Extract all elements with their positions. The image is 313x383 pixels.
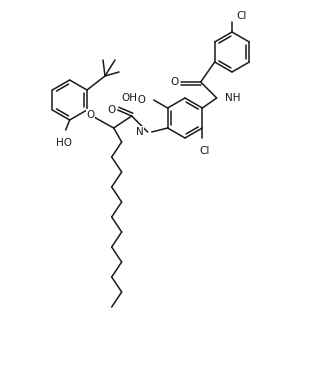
Text: HO: HO [130, 95, 146, 105]
Text: O: O [87, 110, 95, 120]
Text: NH: NH [225, 93, 240, 103]
Text: O: O [108, 105, 116, 115]
Text: N: N [136, 127, 144, 137]
Text: Cl: Cl [236, 11, 246, 21]
Text: OH: OH [122, 93, 138, 103]
Text: O: O [171, 77, 179, 87]
Text: HO: HO [56, 138, 72, 148]
Text: Cl: Cl [199, 146, 209, 156]
